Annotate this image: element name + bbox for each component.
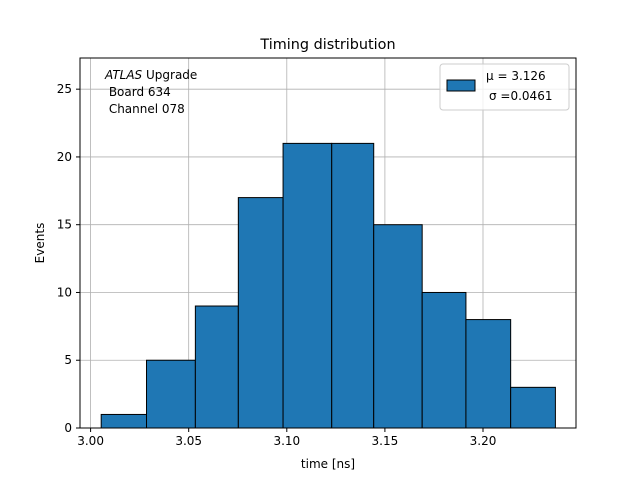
x-tick-label: 3.20 [470, 434, 497, 448]
y-axis-label: Events [33, 223, 47, 264]
histogram-bar [331, 142, 375, 429]
y-tick-label: 10 [57, 285, 72, 299]
histogram-bar [421, 291, 467, 429]
histogram-bar [146, 359, 196, 429]
legend-swatch [446, 79, 476, 92]
x-tick-label: 3.15 [372, 434, 399, 448]
ticks-layer: 3.00 3.05 3.10 3.15 3.20 0 5 10 15 20 25 [57, 82, 497, 448]
y-tick-label: 25 [57, 82, 72, 96]
bars-layer [100, 142, 556, 429]
axes-frame [79, 57, 577, 429]
annotation-channel: Channel 078 [105, 102, 185, 116]
y-tick-label: 0 [64, 421, 72, 435]
legend-label-mean: μ = 3.126 [486, 69, 546, 83]
annotation-line-experiment: ATLAS Upgrade [104, 68, 197, 82]
annotation-experiment: ATLAS [104, 68, 143, 82]
legend-frame [439, 63, 570, 111]
histogram-bar [237, 197, 284, 429]
histogram-bar [282, 142, 333, 429]
x-tick-label: 3.00 [77, 434, 104, 448]
x-tick-label: 3.05 [175, 434, 202, 448]
y-tick-label: 15 [57, 218, 72, 232]
histogram-bar [100, 413, 148, 429]
histogram-bar [194, 305, 239, 429]
histogram-bar [373, 224, 423, 429]
axes-layer [79, 57, 577, 429]
annotation-board: Board 634 [105, 85, 171, 99]
y-tick-label: 5 [64, 353, 72, 367]
histogram-bar [465, 319, 512, 429]
chart-title: Timing distribution [259, 37, 395, 53]
legend-label-sigma: σ =0.0461 [489, 89, 552, 103]
x-axis-label: time [ns] [301, 457, 355, 471]
experiment-annotation: ATLAS Upgrade Board 634 Channel 078 [104, 68, 197, 116]
y-tick-label: 20 [57, 150, 72, 164]
legend: μ = 3.126 σ =0.0461 [439, 63, 570, 111]
annotation-tag: Upgrade [142, 68, 197, 82]
histogram-bar [510, 386, 556, 429]
x-tick-label: 3.10 [273, 434, 300, 448]
